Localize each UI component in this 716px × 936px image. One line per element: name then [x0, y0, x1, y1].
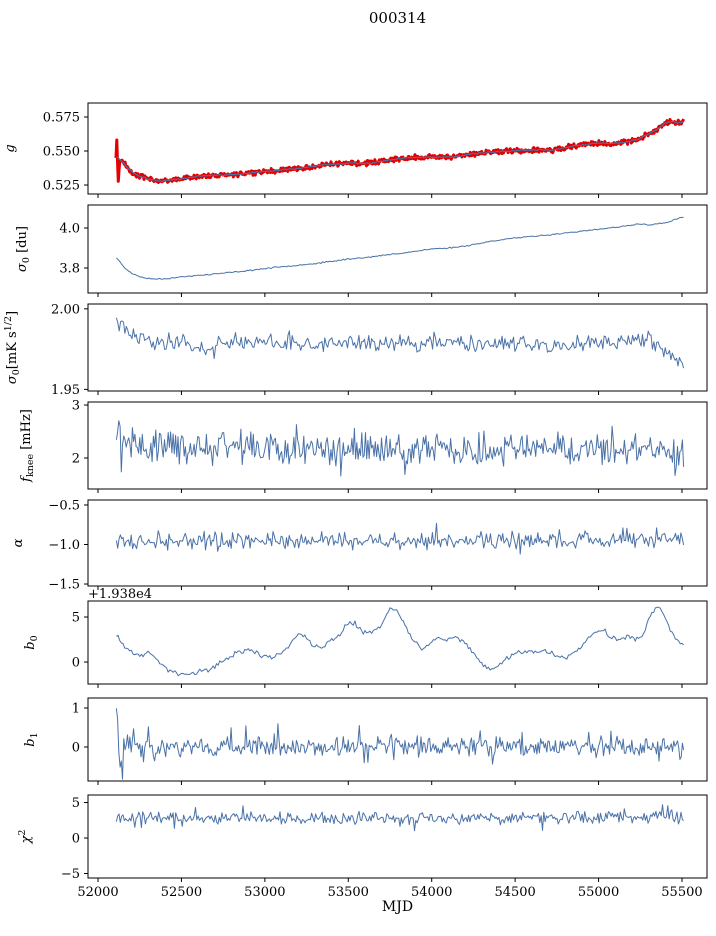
series-sigma0-du-line	[116, 216, 684, 280]
y-tick-label: 5	[72, 796, 80, 811]
subplot-sigma0-mks: 2.00 1.95 σ0[mK s1/2]	[3, 302, 708, 398]
subplot-g-series	[114, 118, 685, 184]
y-tick-label: −5	[61, 867, 80, 882]
axes-frame	[87, 600, 708, 685]
y-axis-ticks: 10	[72, 701, 88, 755]
y-tick-label: 0	[72, 740, 80, 755]
x-tick-label: 54500	[494, 885, 535, 900]
series-b0-line	[116, 606, 684, 677]
y-axis-label-chi2: χ2	[17, 830, 34, 845]
x-tick-label: 54000	[411, 885, 452, 900]
x-axis-ticks	[97, 684, 683, 688]
y-tick-label: 3.8	[59, 262, 80, 277]
y-axis-ticks: −0.5 −1.0 −1.5	[48, 498, 88, 593]
subplot-g: 0.575 0.550 0.525 g	[3, 102, 708, 198]
x-axis-title: MJD	[381, 899, 414, 915]
y-axis-label-fknee: fknee [mHz]	[19, 409, 36, 483]
y-axis-ticks: 32	[72, 399, 88, 467]
subplot-sigma0-du: 4.0 3.8 σ0 [du]	[15, 204, 708, 297]
axes-frame	[87, 401, 708, 490]
subplot-b1-series	[115, 708, 685, 780]
x-axis-ticks	[97, 194, 683, 198]
series-b1-line	[115, 708, 685, 780]
y-tick-label: −1.0	[48, 538, 80, 553]
subplot-alpha: −0.5 −1.0 −1.5 α	[11, 498, 708, 593]
y-axis-ticks: 50	[72, 611, 88, 671]
series-fknee-line	[115, 420, 685, 477]
y-tick-label: −0.5	[48, 498, 80, 513]
y-axis-ticks: 5 0 −5	[61, 796, 88, 882]
y-axis-label-sigma0-mks: σ0[mK s1/2]	[3, 311, 22, 384]
y-tick-label: 0.575	[43, 111, 80, 126]
series-chi2-line	[115, 804, 684, 832]
axes-frame	[87, 794, 708, 879]
subplot-sigma0-mks-series	[115, 317, 685, 369]
y-tick-label: 4.0	[59, 222, 80, 237]
x-tick-label: 53000	[244, 885, 285, 900]
series-alpha-line	[115, 522, 685, 555]
x-tick-label: 55500	[661, 885, 702, 900]
x-axis-ticks	[97, 586, 683, 590]
y-tick-label: 2	[72, 452, 80, 467]
y-axis-label-b1: b1	[23, 732, 40, 746]
y-tick-label: −1.5	[48, 578, 80, 593]
y-axis-ticks: 0.575 0.550 0.525	[43, 111, 88, 194]
x-axis-ticks	[97, 489, 683, 493]
axes-frame	[87, 303, 708, 392]
y-axis-offset-text: +1.938e4	[88, 587, 152, 602]
series-g-fit-band	[114, 118, 685, 184]
y-tick-label: 1	[72, 701, 80, 716]
y-tick-label: 0	[72, 832, 80, 847]
axes-frame	[87, 697, 708, 782]
subplot-sigma0-du-series	[116, 216, 684, 280]
y-axis-label-g: g	[3, 144, 18, 152]
y-tick-label: 5	[72, 611, 80, 626]
subplot-alpha-series	[115, 522, 685, 555]
y-tick-label: 0.550	[43, 145, 80, 160]
axes-frame	[87, 499, 708, 587]
x-axis-ticks	[97, 293, 683, 297]
x-tick-label: 53500	[328, 885, 369, 900]
y-tick-label: 3	[72, 399, 80, 414]
y-tick-label: 0	[72, 656, 80, 671]
y-tick-label: 1.95	[51, 383, 80, 398]
axes-frame	[87, 204, 708, 294]
y-axis-ticks: 2.00 1.95	[51, 302, 88, 398]
series-g-line	[116, 120, 684, 182]
y-axis-label-b0: b0	[23, 635, 40, 649]
y-tick-label: 0.525	[43, 179, 80, 194]
subplot-fknee-series	[115, 420, 685, 477]
y-axis-label-sigma0-du: σ0 [du]	[15, 226, 32, 272]
x-tick-label: 52500	[161, 885, 202, 900]
x-tick-label: 55000	[578, 885, 619, 900]
y-axis-ticks: 4.0 3.8	[59, 222, 88, 277]
x-axis-ticks: 52000 52500 53000 53500 54000 54500 55000 55500	[77, 878, 703, 900]
axes-frame	[87, 102, 708, 195]
subplot-b0-series	[116, 606, 684, 677]
x-axis-ticks	[97, 391, 683, 395]
y-tick-label: 2.00	[51, 302, 80, 317]
x-tick-label: 52000	[77, 885, 118, 900]
x-axis-ticks	[97, 781, 683, 785]
subplot-chi2-series	[115, 804, 684, 832]
y-axis-label-alpha: α	[11, 538, 26, 547]
series-sigma0-mks-line	[115, 317, 685, 369]
figure-title: 000314	[368, 9, 427, 27]
